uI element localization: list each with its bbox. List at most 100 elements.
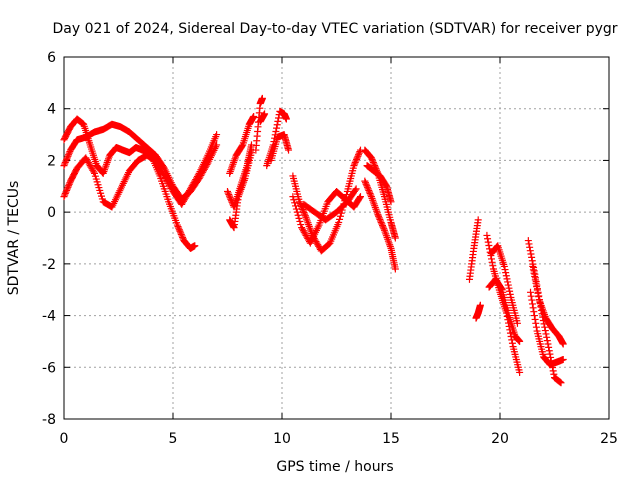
y-tick-label: -2: [42, 257, 56, 273]
data-point: [63, 154, 71, 162]
series-arc-s: [483, 231, 524, 376]
data-point: [361, 179, 369, 187]
data-point: [488, 258, 496, 266]
data-point: [361, 177, 369, 185]
data-point: [295, 214, 303, 222]
data-point: [224, 187, 231, 195]
data-point: [336, 215, 344, 223]
x-axis-label: GPS time / hours: [276, 459, 393, 475]
data-point: [60, 193, 68, 201]
data-point: [534, 289, 542, 297]
data-point: [533, 283, 541, 291]
data-point: [366, 190, 374, 198]
data-point: [377, 217, 385, 225]
series-arc-x: [529, 262, 567, 348]
data-point: [557, 379, 565, 387]
data-point: [336, 212, 344, 220]
data-point: [543, 337, 551, 345]
data-point: [63, 185, 71, 193]
data-point: [504, 281, 512, 289]
data-point: [65, 182, 73, 190]
data-point: [391, 265, 399, 273]
data-point: [550, 370, 558, 378]
series-arc-h: [256, 110, 269, 126]
data-point: [378, 220, 386, 228]
data-point: [353, 155, 361, 163]
data-point: [274, 117, 282, 125]
data-point: [387, 198, 395, 206]
data-point: [362, 180, 370, 188]
chart-title: Day 021 of 2024, Sidereal Day-to-day VTE…: [52, 21, 617, 37]
data-point: [351, 186, 359, 194]
data-point: [516, 337, 524, 345]
data-point: [290, 196, 298, 204]
data-point: [545, 343, 553, 351]
data-point: [500, 262, 508, 270]
data-point: [363, 182, 371, 190]
series-arc-c: [60, 131, 221, 211]
series-arc-d: [226, 112, 258, 177]
data-point: [367, 154, 375, 162]
data-point: [352, 157, 360, 165]
series-arc-q: [465, 216, 482, 283]
data-point: [250, 112, 258, 120]
data-point: [63, 186, 71, 194]
grid-lines: [64, 57, 609, 419]
data-point: [516, 368, 524, 376]
data-point: [64, 183, 72, 191]
data-point: [285, 146, 293, 154]
data-point: [174, 223, 182, 231]
data-point: [173, 221, 181, 229]
data-point: [247, 149, 255, 157]
data-point: [527, 292, 535, 300]
data-point: [294, 211, 302, 219]
x-tick-label: 20: [491, 431, 509, 447]
data-point: [541, 323, 549, 331]
data-point: [369, 157, 377, 165]
data-point: [65, 180, 73, 188]
data-point: [61, 191, 69, 199]
data-point: [367, 191, 375, 199]
data-point: [549, 367, 557, 375]
data-point: [292, 202, 300, 210]
y-tick-label: -8: [42, 412, 56, 428]
series-arc-j: [267, 131, 293, 164]
data-point: [513, 319, 521, 327]
data-point: [541, 327, 549, 335]
data-point: [531, 276, 539, 284]
data-point: [365, 186, 373, 194]
data-point: [483, 231, 491, 239]
data-point: [64, 152, 72, 160]
data-point: [61, 158, 69, 166]
data-point: [528, 253, 536, 261]
data-point: [238, 142, 246, 150]
data-point: [369, 158, 377, 166]
series-arc-u: [487, 242, 521, 327]
series-arc-r: [472, 301, 484, 322]
data-point: [375, 214, 383, 222]
data-point: [489, 262, 497, 270]
data-point: [356, 148, 364, 156]
data-point: [533, 286, 541, 294]
data-point: [273, 121, 281, 129]
data-point: [528, 296, 536, 304]
data-point: [301, 212, 309, 220]
data-point: [502, 269, 510, 277]
data-point: [356, 194, 364, 202]
data-point: [273, 124, 281, 132]
data-point: [484, 238, 492, 246]
data-point: [176, 227, 184, 235]
data-point: [377, 218, 385, 226]
data-point: [526, 247, 534, 255]
data-point: [485, 241, 493, 249]
x-tick-label: 25: [600, 431, 618, 447]
series-arc-l: [289, 187, 364, 247]
y-tick-label: -4: [42, 309, 56, 325]
x-ticks: 0 5 10 15 20 25: [60, 57, 618, 447]
data-point: [297, 221, 305, 229]
data-point: [350, 162, 358, 170]
data-point: [532, 323, 540, 331]
data-point: [506, 287, 514, 295]
data-point: [356, 193, 364, 201]
